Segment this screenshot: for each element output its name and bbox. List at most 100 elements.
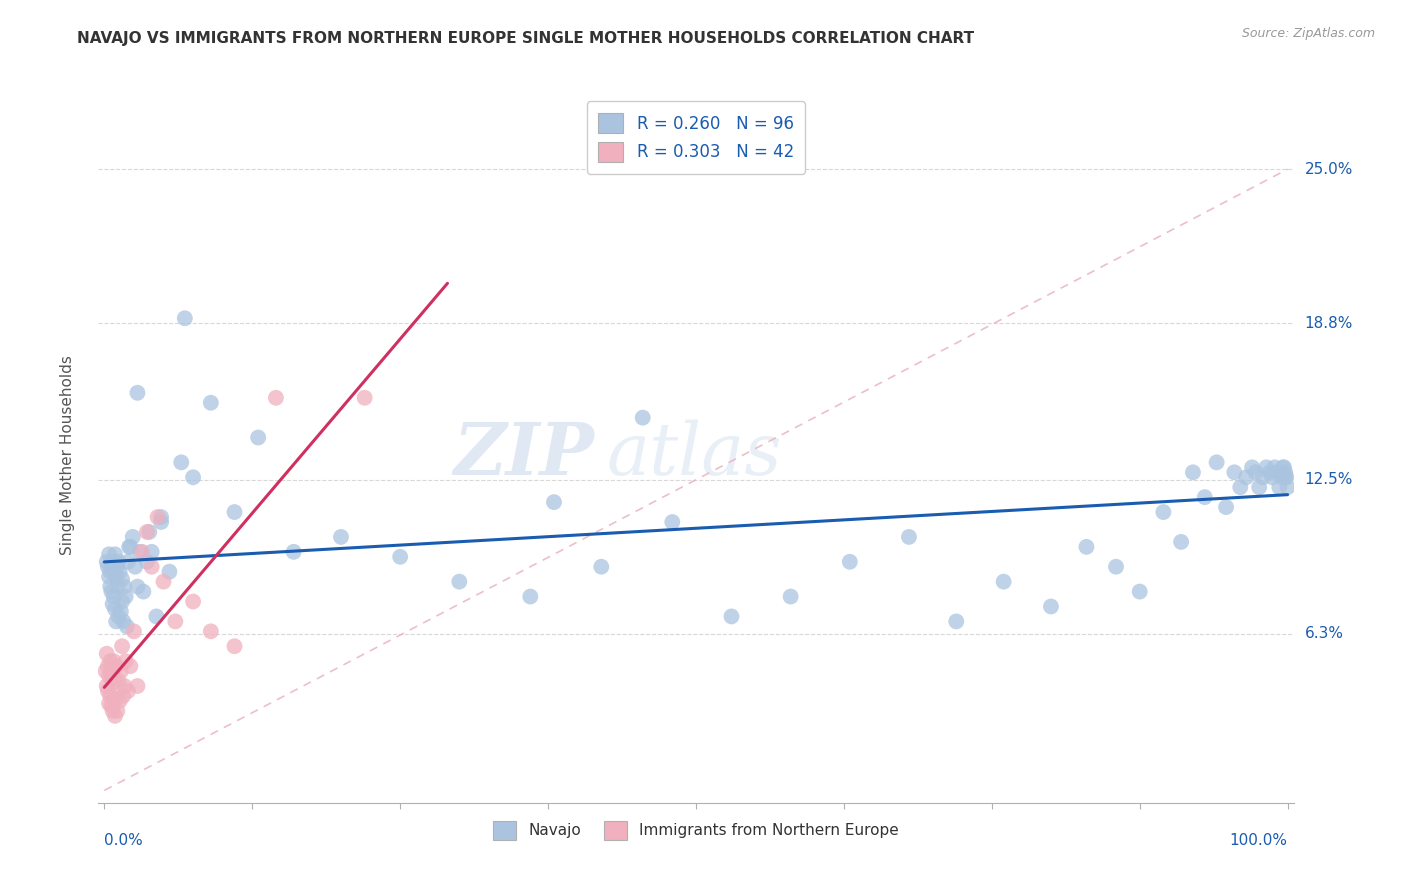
Point	[165, 615, 187, 629]
Point	[138, 524, 160, 539]
Point	[101, 597, 124, 611]
Point	[104, 547, 127, 561]
Point	[94, 664, 117, 678]
Point	[1274, 470, 1296, 484]
Point	[353, 391, 375, 405]
Point	[993, 574, 1015, 589]
Point	[105, 659, 128, 673]
Point	[247, 431, 270, 445]
Point	[107, 609, 129, 624]
Point	[1039, 599, 1062, 614]
Point	[110, 664, 132, 678]
Point	[98, 689, 121, 703]
Point	[141, 545, 163, 559]
Point	[108, 694, 131, 708]
Point	[136, 555, 159, 569]
Point	[1271, 470, 1294, 484]
Text: 12.5%: 12.5%	[1305, 472, 1353, 487]
Point	[1129, 584, 1152, 599]
Point	[98, 547, 121, 561]
Point	[121, 530, 143, 544]
Point	[105, 559, 128, 574]
Point	[97, 659, 120, 673]
Point	[122, 624, 145, 639]
Point	[1223, 466, 1246, 480]
Point	[283, 545, 305, 559]
Point	[1268, 480, 1291, 494]
Point	[1229, 480, 1251, 494]
Point	[128, 545, 150, 559]
Point	[200, 396, 222, 410]
Point	[114, 654, 136, 668]
Point	[631, 410, 654, 425]
Point	[104, 602, 127, 616]
Point	[127, 679, 149, 693]
Point	[200, 624, 222, 639]
Point	[100, 698, 122, 713]
Point	[591, 559, 613, 574]
Point	[100, 672, 122, 686]
Point	[1194, 490, 1216, 504]
Point	[720, 609, 742, 624]
Point	[543, 495, 565, 509]
Point	[98, 580, 121, 594]
Point	[103, 565, 125, 579]
Point	[118, 540, 141, 554]
Point	[145, 609, 167, 624]
Point	[98, 697, 121, 711]
Point	[114, 590, 136, 604]
Point	[127, 385, 149, 400]
Point	[1105, 559, 1128, 574]
Point	[100, 584, 122, 599]
Point	[103, 590, 125, 604]
Point	[120, 659, 142, 673]
Point	[105, 580, 128, 594]
Point	[115, 619, 138, 633]
Point	[170, 455, 193, 469]
Point	[101, 555, 124, 569]
Point	[1272, 460, 1295, 475]
Point	[104, 708, 127, 723]
Text: 100.0%: 100.0%	[1230, 833, 1288, 848]
Point	[111, 572, 134, 586]
Point	[131, 545, 153, 559]
Point	[330, 530, 353, 544]
Text: atlas: atlas	[606, 419, 782, 491]
Point	[114, 679, 136, 693]
Point	[1241, 460, 1264, 475]
Point	[1277, 480, 1299, 494]
Point	[181, 470, 204, 484]
Point	[112, 689, 135, 703]
Point	[1181, 466, 1204, 480]
Point	[104, 674, 127, 689]
Point	[1152, 505, 1174, 519]
Legend: Navajo, Immigrants from Northern Europe: Navajo, Immigrants from Northern Europe	[485, 814, 907, 847]
Point	[107, 674, 129, 689]
Point	[117, 555, 139, 569]
Text: Source: ZipAtlas.com: Source: ZipAtlas.com	[1241, 27, 1375, 40]
Point	[97, 559, 120, 574]
Point	[519, 590, 541, 604]
Point	[1244, 466, 1267, 480]
Point	[120, 540, 142, 554]
Point	[1264, 460, 1286, 475]
Point	[105, 704, 128, 718]
Point	[1275, 470, 1298, 484]
Point	[181, 594, 204, 608]
Point	[157, 565, 180, 579]
Point	[100, 559, 122, 574]
Point	[838, 555, 860, 569]
Point	[98, 669, 121, 683]
Point	[101, 704, 124, 718]
Point	[132, 584, 155, 599]
Point	[150, 510, 173, 524]
Point	[449, 574, 471, 589]
Point	[1251, 470, 1274, 484]
Text: 18.8%: 18.8%	[1305, 316, 1353, 331]
Point	[108, 565, 131, 579]
Point	[98, 570, 121, 584]
Point	[105, 689, 128, 703]
Point	[1271, 460, 1294, 475]
Point	[101, 664, 124, 678]
Text: ZIP: ZIP	[454, 419, 595, 491]
